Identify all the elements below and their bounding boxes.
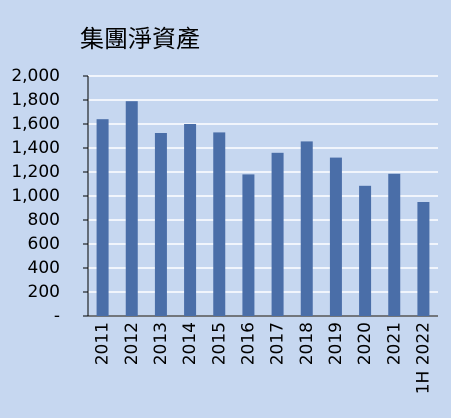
y-tick-label: 1,200 xyxy=(11,162,60,182)
x-tick-label: 2021 xyxy=(384,322,404,365)
bar xyxy=(300,141,313,316)
bar xyxy=(359,185,372,316)
x-tick-label: 2016 xyxy=(238,322,258,365)
y-tick-label: 2,000 xyxy=(11,66,60,86)
bar xyxy=(125,101,138,316)
x-tick-label: 2018 xyxy=(297,322,317,365)
chart-title: 集團淨資產 xyxy=(80,25,200,53)
x-tick-label: 2014 xyxy=(180,322,200,365)
y-tick-label: 800 xyxy=(28,210,60,230)
x-tick-label: 2012 xyxy=(122,322,142,365)
bar xyxy=(417,202,430,316)
y-tick-label: 1,800 xyxy=(11,90,60,110)
y-tick-label: 200 xyxy=(28,282,60,302)
x-tick-label: 2013 xyxy=(151,322,171,365)
x-tick-label: 2020 xyxy=(355,322,375,365)
x-tick-label: 2017 xyxy=(268,322,288,365)
bar xyxy=(96,119,109,316)
bar xyxy=(242,174,255,316)
bar xyxy=(388,173,401,316)
x-tick-label: 2011 xyxy=(93,322,113,365)
y-tick-label: 1,400 xyxy=(11,138,60,158)
bar xyxy=(154,133,167,316)
x-tick-label: 2019 xyxy=(326,322,346,365)
y-tick-label: 600 xyxy=(28,234,60,254)
x-tick-label: 1H 2022 xyxy=(413,322,433,394)
bar xyxy=(213,132,226,316)
y-tick-label: 1,000 xyxy=(11,186,60,206)
y-tick-label: - xyxy=(54,306,60,326)
bar xyxy=(329,157,342,316)
y-tick-label: 1,600 xyxy=(11,114,60,134)
bar xyxy=(271,152,284,316)
x-tick-label: 2015 xyxy=(209,322,229,365)
bar xyxy=(184,124,197,316)
y-tick-label: 400 xyxy=(28,258,60,278)
